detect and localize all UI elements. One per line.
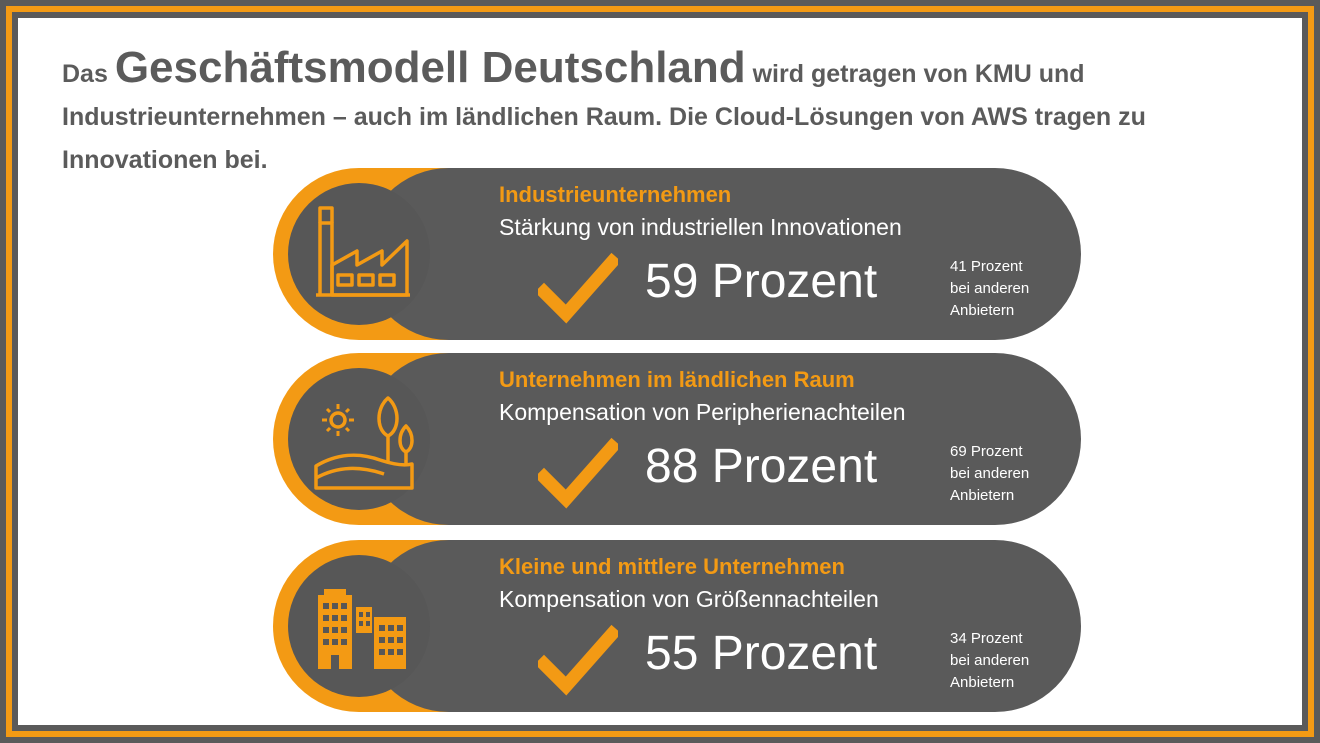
checkmark-icon — [538, 252, 618, 324]
office-buildings-icon — [288, 555, 430, 697]
card-other-providers: 41 Prozent bei anderen Anbietern — [950, 258, 1030, 319]
card-percent: 55 Prozent — [645, 627, 878, 680]
rural-landscape-icon — [288, 368, 430, 510]
card-other-providers: 69 Prozent bei anderen Anbietern — [950, 443, 1030, 504]
card-dark-pill — [363, 168, 1081, 340]
headline-prefix: Das — [62, 60, 108, 88]
slide-canvas: Das Geschäftsmodell Deutschland wird get… — [18, 18, 1302, 725]
card-title: Kleine und mittlere Unternehmen — [499, 554, 845, 579]
card-subtitle: Kompensation von Peripherienachteilen — [499, 399, 906, 425]
card-percent: 59 Prozent — [645, 255, 878, 308]
card-dark-pill — [363, 353, 1081, 525]
headline-rest: wird getragen von KMU und Industrieunter… — [62, 60, 1146, 174]
card-kmu: Kleine und mittlere Unternehmen Kompensa… — [273, 540, 1081, 712]
checkmark-icon — [538, 624, 618, 696]
card-title: Unternehmen im ländlichen Raum — [499, 367, 855, 392]
card-title: Industrieunternehmen — [499, 182, 732, 207]
checkmark-icon — [538, 437, 618, 509]
headline-emphasis: Geschäftsmodell Deutschland — [114, 43, 746, 92]
factory-icon — [288, 183, 430, 325]
card-other-providers: 34 Prozent bei anderen Anbietern — [950, 630, 1030, 691]
card-subtitle: Kompensation von Größennachteilen — [499, 586, 879, 612]
card-laendlicher-raum: Unternehmen im ländlichen Raum Kompensat… — [273, 353, 1081, 525]
card-dark-pill — [363, 540, 1081, 712]
headline: Das Geschäftsmodell Deutschland wird get… — [62, 46, 1272, 182]
card-subtitle: Stärkung von industriellen Innovationen — [499, 214, 902, 240]
card-percent: 88 Prozent — [645, 440, 878, 493]
card-industrieunternehmen: Industrieunternehmen Stärkung von indust… — [273, 168, 1081, 340]
